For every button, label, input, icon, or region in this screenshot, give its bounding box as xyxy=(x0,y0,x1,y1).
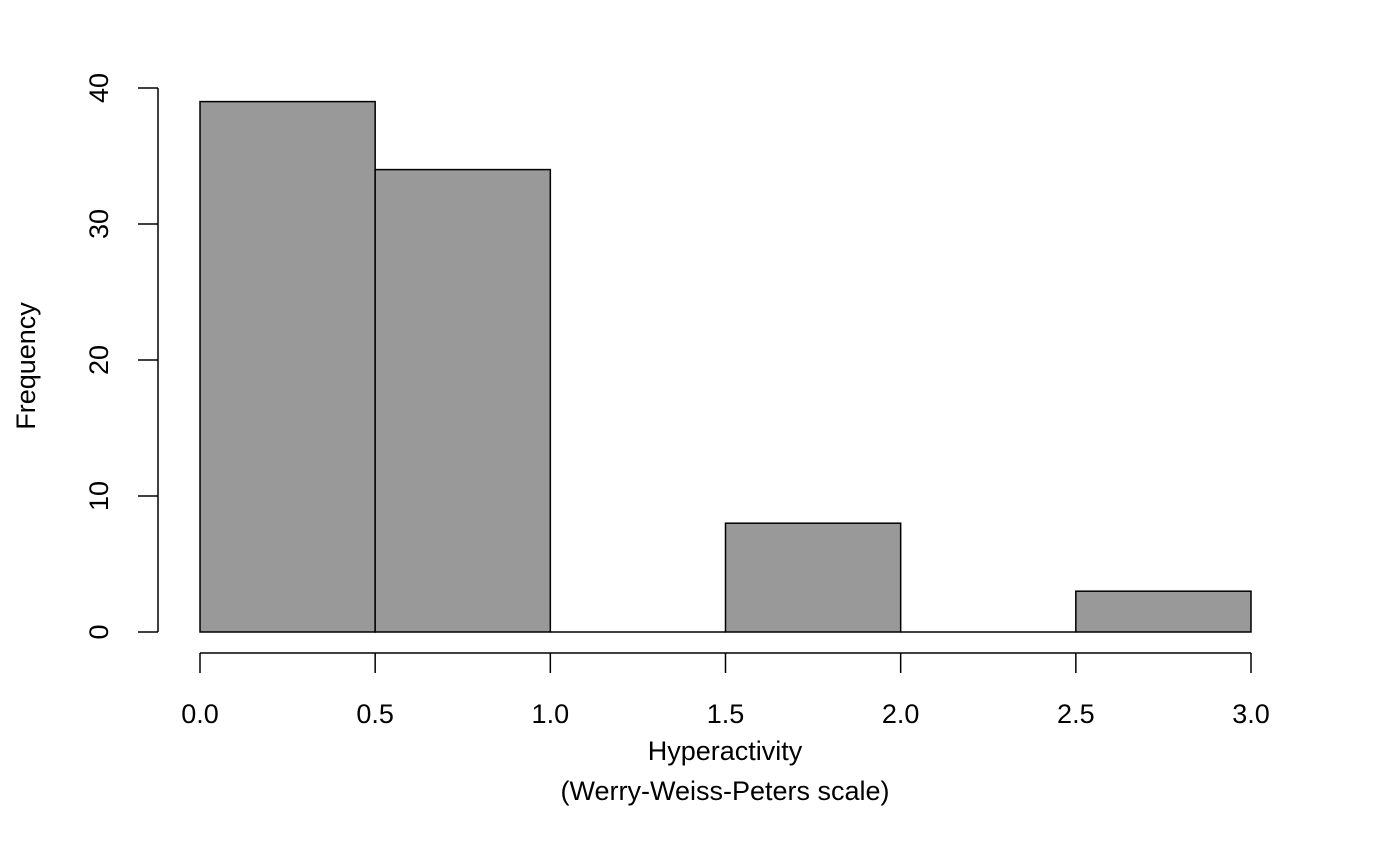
y-tick-label-1: 10 xyxy=(84,481,114,511)
histogram-bar-1 xyxy=(374,168,552,633)
y-tick-label-4: 40 xyxy=(84,73,114,103)
y-tick-label-3: 30 xyxy=(84,209,114,239)
x-tick-label-1: 0.5 xyxy=(356,699,394,729)
x-tick-label-4: 2.0 xyxy=(882,699,920,729)
x-tick-label-3: 1.5 xyxy=(707,699,745,729)
histogram-bar-5 xyxy=(1075,590,1252,633)
histogram-bar-3 xyxy=(724,522,902,633)
x-axis: 0.0 0.5 1.0 1.5 2.0 2.5 3.0 xyxy=(181,652,1270,729)
bars-layer xyxy=(199,100,1252,633)
y-axis: 0 10 20 30 40 xyxy=(84,73,159,640)
x-axis-title: Hyperactivity xyxy=(648,736,803,766)
x-tick-label-2: 1.0 xyxy=(532,699,570,729)
x-tick-label-6: 3.0 xyxy=(1232,699,1270,729)
y-axis-title: Frequency xyxy=(11,302,41,430)
y-tick-label-2: 20 xyxy=(84,345,114,375)
y-tick-label-0: 0 xyxy=(84,624,114,639)
x-axis-subtitle: (Werry-Weiss-Peters scale) xyxy=(560,776,889,806)
x-tick-label-5: 2.5 xyxy=(1057,699,1095,729)
histogram-bar-0 xyxy=(199,100,376,633)
x-tick-label-0: 0.0 xyxy=(181,699,219,729)
